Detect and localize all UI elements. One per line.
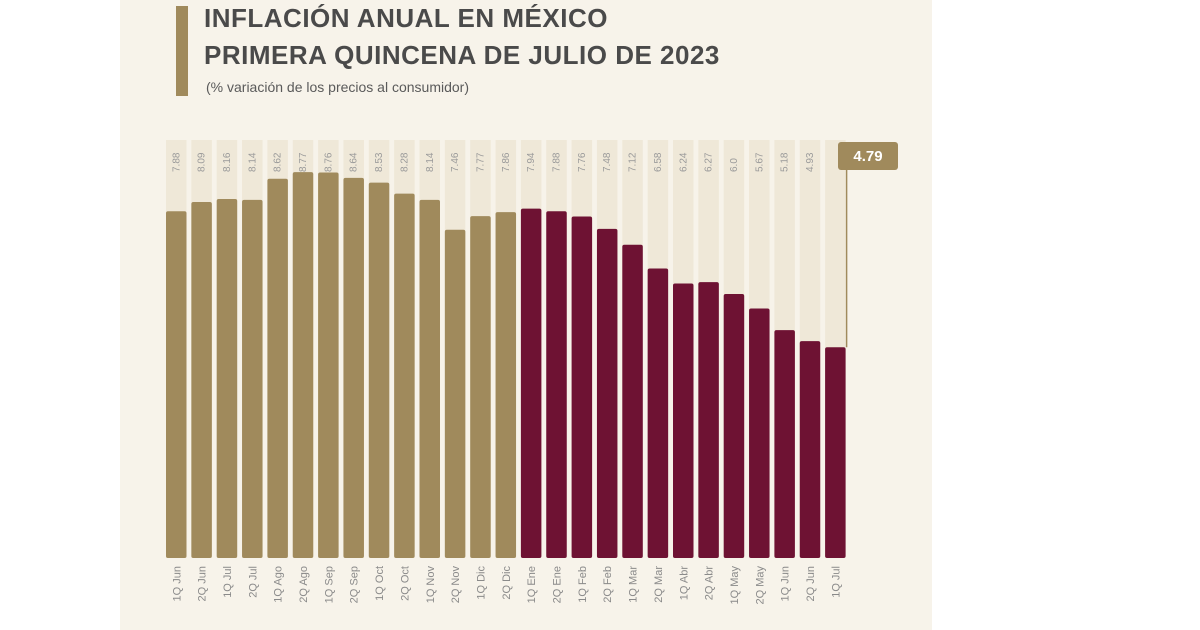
data-label: 7.88 [171, 152, 182, 172]
category-label: 1Q Feb [577, 566, 589, 603]
data-label: 8.76 [323, 152, 334, 172]
chart-title-line-1: INFLACIÓN ANUAL EN MÉXICO [204, 3, 608, 33]
category-label: 2Q Sep [349, 566, 361, 603]
category-label: 1Q Ene [526, 566, 538, 603]
latest-value-callout: 4.79 [838, 142, 898, 170]
data-label: 7.48 [602, 152, 613, 172]
data-label: 7.94 [526, 152, 537, 172]
bar [343, 177, 364, 558]
data-label: 7.77 [475, 152, 486, 172]
chart-title-line-2: PRIMERA QUINCENA DE JULIO DE 2023 [204, 40, 720, 70]
category-label: 2Q Oct [399, 566, 411, 601]
bar [799, 341, 821, 558]
category-label: 1Q Jun [171, 566, 183, 601]
category-label: 1Q Mar [628, 566, 640, 603]
data-label: 6.24 [678, 152, 689, 172]
bar [698, 282, 719, 558]
bar [622, 244, 643, 558]
bar [470, 216, 491, 558]
data-label: 6.58 [653, 152, 664, 172]
bar [546, 211, 567, 558]
category-label: 2Q Abr [704, 566, 716, 601]
data-label: 8.62 [273, 152, 284, 172]
data-label: 8.16 [222, 152, 233, 172]
category-label: 2Q Feb [602, 566, 614, 603]
bar [166, 211, 187, 558]
category-label: 2Q Jul [247, 566, 259, 598]
category-label: 2Q Jun [805, 566, 817, 601]
data-label: 8.09 [197, 152, 208, 172]
data-label: 6.27 [704, 152, 715, 172]
data-label: 8.14 [247, 152, 258, 172]
bar [596, 228, 618, 558]
bar [216, 198, 238, 558]
bar [267, 178, 288, 558]
bar [444, 229, 466, 558]
title-accent-bar [176, 6, 188, 96]
category-label: 1Q Oct [374, 566, 386, 601]
category-label: 2Q Dic [501, 566, 513, 600]
category-label: 2Q Mar [653, 566, 665, 603]
category-label: 1Q Jun [780, 566, 792, 601]
data-label: 5.67 [754, 152, 765, 172]
category-label: 2Q Jun [197, 566, 209, 601]
bar [647, 268, 669, 558]
bar [774, 330, 795, 558]
category-label: 2Q Nov [450, 566, 462, 604]
data-label: 7.86 [501, 152, 512, 172]
data-label: 8.77 [298, 152, 309, 172]
data-label: 8.14 [425, 152, 436, 172]
bar [419, 199, 440, 558]
data-label: 8.28 [399, 152, 410, 172]
bar [673, 283, 694, 558]
bar [394, 193, 415, 558]
data-label: 7.88 [552, 152, 563, 172]
category-label: 1Q Abr [678, 566, 690, 601]
bar [368, 182, 390, 558]
bar [191, 202, 212, 559]
bar [825, 347, 846, 558]
category-label: 1Q Dic [475, 566, 487, 600]
bar [292, 172, 314, 558]
bar [749, 308, 770, 558]
category-label: 2Q Ene [552, 566, 564, 603]
chart-subtitle: (% variación de los precios al consumido… [206, 79, 469, 95]
category-label: 1Q May [729, 566, 741, 605]
category-label: 2Q Ago [298, 566, 310, 603]
bar [723, 294, 745, 558]
category-label: 1Q Ago [273, 566, 285, 603]
category-label: 1Q Jul [830, 566, 842, 598]
category-label: 1Q Sep [323, 566, 335, 603]
data-label: 7.76 [577, 152, 588, 172]
data-label: 8.64 [349, 152, 360, 172]
data-label: 4.93 [805, 152, 816, 172]
category-label: 1Q Nov [425, 566, 437, 604]
data-label: 8.53 [374, 152, 385, 172]
bar [242, 199, 263, 558]
data-label: 6.0 [729, 158, 740, 172]
bar [520, 208, 542, 558]
bar [571, 216, 593, 558]
data-label: 7.46 [450, 152, 461, 172]
data-label: 5.18 [780, 152, 791, 172]
bar [318, 172, 339, 558]
category-label: 2Q May [754, 566, 766, 605]
data-label: 7.12 [628, 152, 639, 172]
bar [495, 212, 517, 558]
category-label: 1Q Jul [222, 566, 234, 598]
